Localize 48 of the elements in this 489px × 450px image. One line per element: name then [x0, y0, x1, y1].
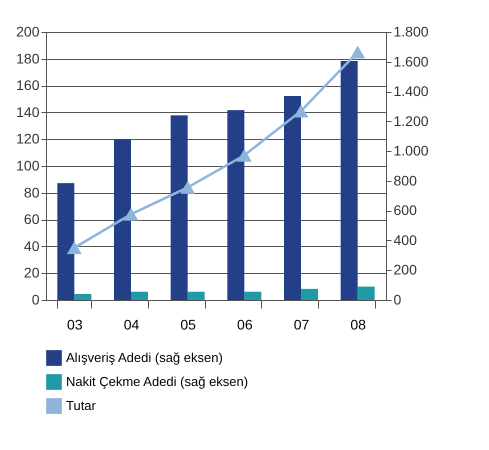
- y-tick-label: 160: [16, 77, 40, 94]
- legend-label: Nakit Çekme Adedi (sağ eksen): [66, 374, 248, 389]
- bar: [284, 96, 301, 300]
- y2-tick-label: 800: [394, 172, 418, 188]
- bar: [188, 292, 205, 300]
- y-tick-label: 140: [16, 104, 40, 120]
- point: [66, 241, 82, 254]
- point: [236, 148, 252, 162]
- y2-tick-label: 1.800: [394, 24, 429, 40]
- y2-tick-label: 1.400: [394, 83, 429, 100]
- y2-tick-label: 0: [394, 292, 402, 308]
- y-tick-label: 60: [24, 211, 40, 228]
- x-tick-label: 05: [180, 316, 196, 332]
- bar: [301, 288, 318, 300]
- bar: [244, 292, 262, 300]
- bar: [131, 292, 148, 300]
- y2-tick-label: 1.600: [394, 53, 429, 70]
- y-tick-label: 100: [16, 158, 40, 174]
- point: [294, 104, 308, 118]
- y2-tick-label: 200: [394, 262, 418, 278]
- y-tick-label: 120: [16, 130, 40, 147]
- y-tick-label: 0: [32, 292, 40, 308]
- y-tick-label: 40: [24, 238, 40, 254]
- y-tick-label: 20: [24, 264, 40, 281]
- point: [350, 46, 366, 59]
- y2-tick-label: 1.000: [394, 142, 429, 159]
- bar: [114, 139, 131, 300]
- bar: [57, 183, 74, 300]
- point: [180, 181, 196, 194]
- bar: [340, 61, 358, 300]
- bar: [227, 110, 244, 300]
- point: [124, 208, 138, 221]
- y-tick-label: 200: [16, 24, 40, 40]
- bar: [74, 294, 92, 300]
- bar: [358, 286, 375, 300]
- y-tick-label: 80: [24, 184, 40, 200]
- y2-tick-label: 400: [394, 232, 418, 248]
- x-tick-label: 04: [124, 316, 140, 332]
- y2-tick-label: 600: [394, 202, 418, 218]
- legend-label: Alışveriş Adedi (sağ eksen): [66, 350, 223, 365]
- x-tick-label: 07: [294, 316, 310, 332]
- x-tick-label: 06: [237, 316, 253, 332]
- bar: [170, 115, 188, 300]
- y2-tick-label: 1.200: [394, 112, 429, 129]
- x-tick-label: 08: [350, 316, 366, 332]
- x-tick-label: 03: [67, 316, 83, 332]
- y-tick-label: 180: [16, 50, 40, 66]
- legend-label: Tutar: [66, 398, 97, 413]
